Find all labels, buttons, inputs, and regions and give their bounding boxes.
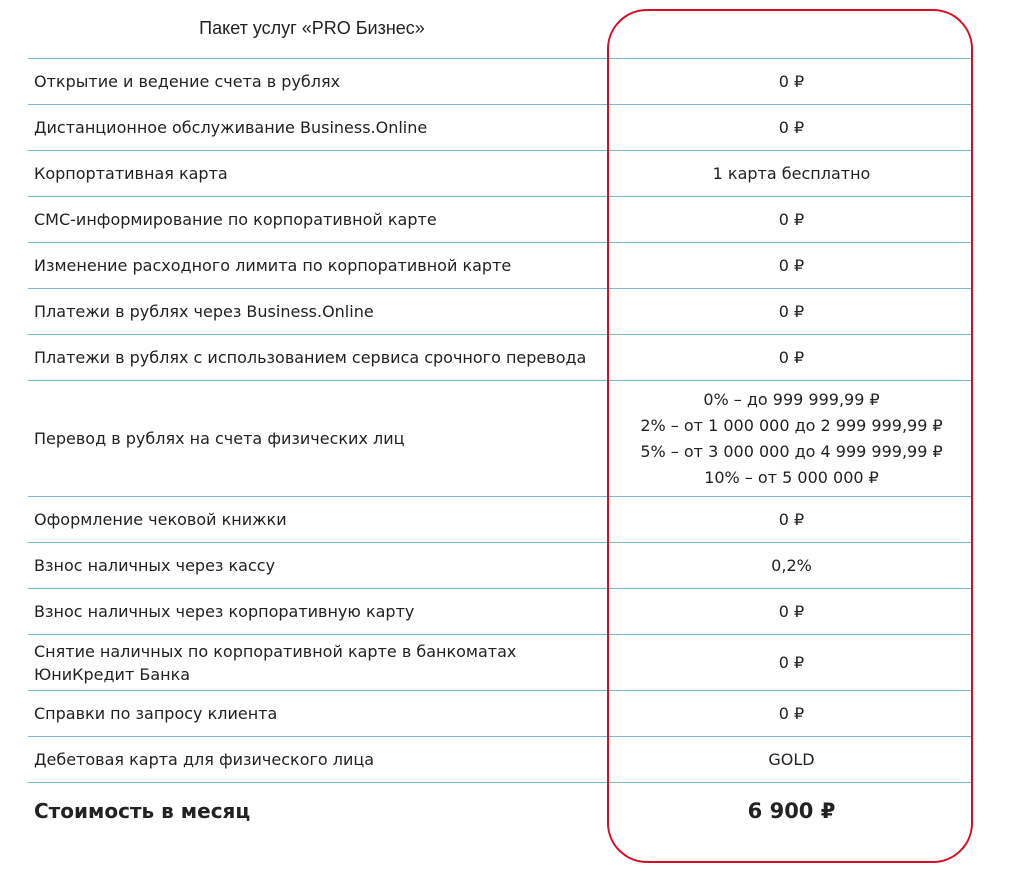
- rate-tier-line: 2% – от 1 000 000 до 2 999 999,99 ₽: [640, 415, 943, 435]
- table-row: СМС-информирование по корпоративной карт…: [28, 196, 971, 243]
- service-name: Справки по запросу клиента: [28, 690, 612, 737]
- rate-tier-line: 10% – от 5 000 000 ₽: [704, 467, 879, 487]
- service-value: 0 ₽: [612, 242, 971, 289]
- service-value: 0 ₽: [612, 288, 971, 335]
- table-row: Корпортативная карта 1 карта бесплатно: [28, 150, 971, 197]
- table-row: Справки по запросу клиента 0 ₽: [28, 690, 971, 737]
- service-name: Дебетовая карта для физического лица: [28, 736, 612, 783]
- total-row: Стоимость в месяц 6 900 ₽: [28, 783, 971, 840]
- table-row: Перевод в рублях на счета физических лиц…: [28, 380, 971, 497]
- service-value: GOLD: [612, 736, 971, 783]
- table-row: Взнос наличных через корпоративную карту…: [28, 588, 971, 635]
- service-name: Открытие и ведение счета в рублях: [28, 58, 612, 105]
- service-value: 0 ₽: [612, 634, 971, 691]
- service-name: Корпортативная карта: [28, 150, 612, 197]
- service-name: Изменение расходного лимита по корпорати…: [28, 242, 612, 289]
- table-row: Открытие и ведение счета в рублях 0 ₽: [28, 58, 971, 105]
- service-value: 0 ₽: [612, 196, 971, 243]
- services-table: Открытие и ведение счета в рублях 0 ₽ Ди…: [28, 58, 971, 839]
- table-row: Оформление чековой книжки 0 ₽: [28, 496, 971, 543]
- service-name: СМС-информирование по корпоративной карт…: [28, 196, 612, 243]
- service-value: 0 ₽: [612, 588, 971, 635]
- service-value: 0% – до 999 999,99 ₽ 2% – от 1 000 000 д…: [612, 380, 971, 497]
- table-row: Платежи в рублях с использованием сервис…: [28, 334, 971, 381]
- service-name: Платежи в рублях через Business.Online: [28, 288, 612, 335]
- service-name: Перевод в рублях на счета физических лиц: [28, 380, 612, 497]
- service-value: 0 ₽: [612, 58, 971, 105]
- service-value: 0 ₽: [612, 690, 971, 737]
- package-title: Пакет услуг «PRO Бизнес»: [199, 18, 425, 38]
- table-row: Снятие наличных по корпоративной карте в…: [28, 634, 971, 691]
- service-value: 0 ₽: [612, 334, 971, 381]
- total-value: 6 900 ₽: [747, 799, 836, 823]
- rate-tier-line: 5% – от 3 000 000 до 4 999 999,99 ₽: [640, 441, 943, 461]
- service-name: Платежи в рублях с использованием сервис…: [28, 334, 612, 381]
- service-name: Снятие наличных по корпоративной карте в…: [28, 634, 612, 691]
- service-value: 0 ₽: [612, 496, 971, 543]
- service-name-line: Снятие наличных по корпоративной карте в…: [34, 641, 517, 661]
- service-value: 0 ₽: [612, 104, 971, 151]
- service-name: Дистанционное обслуживание Business.Onli…: [28, 104, 612, 151]
- service-name-line: ЮниКредит Банка: [34, 664, 191, 684]
- service-value: 0,2%: [612, 542, 971, 589]
- table-row: Изменение расходного лимита по корпорати…: [28, 242, 971, 289]
- table-row: Платежи в рублях через Business.Online 0…: [28, 288, 971, 335]
- service-value: 1 карта бесплатно: [612, 150, 971, 197]
- table-row: Дебетовая карта для физического лица GOL…: [28, 736, 971, 783]
- total-label: Стоимость в месяц: [34, 798, 251, 823]
- service-name: Взнос наличных через кассу: [28, 542, 612, 589]
- rate-tier-line: 0% – до 999 999,99 ₽: [703, 389, 880, 409]
- table-row: Взнос наличных через кассу 0,2%: [28, 542, 971, 589]
- service-name: Взнос наличных через корпоративную карту: [28, 588, 612, 635]
- table-row: Дистанционное обслуживание Business.Onli…: [28, 104, 971, 151]
- service-name: Оформление чековой книжки: [28, 496, 612, 543]
